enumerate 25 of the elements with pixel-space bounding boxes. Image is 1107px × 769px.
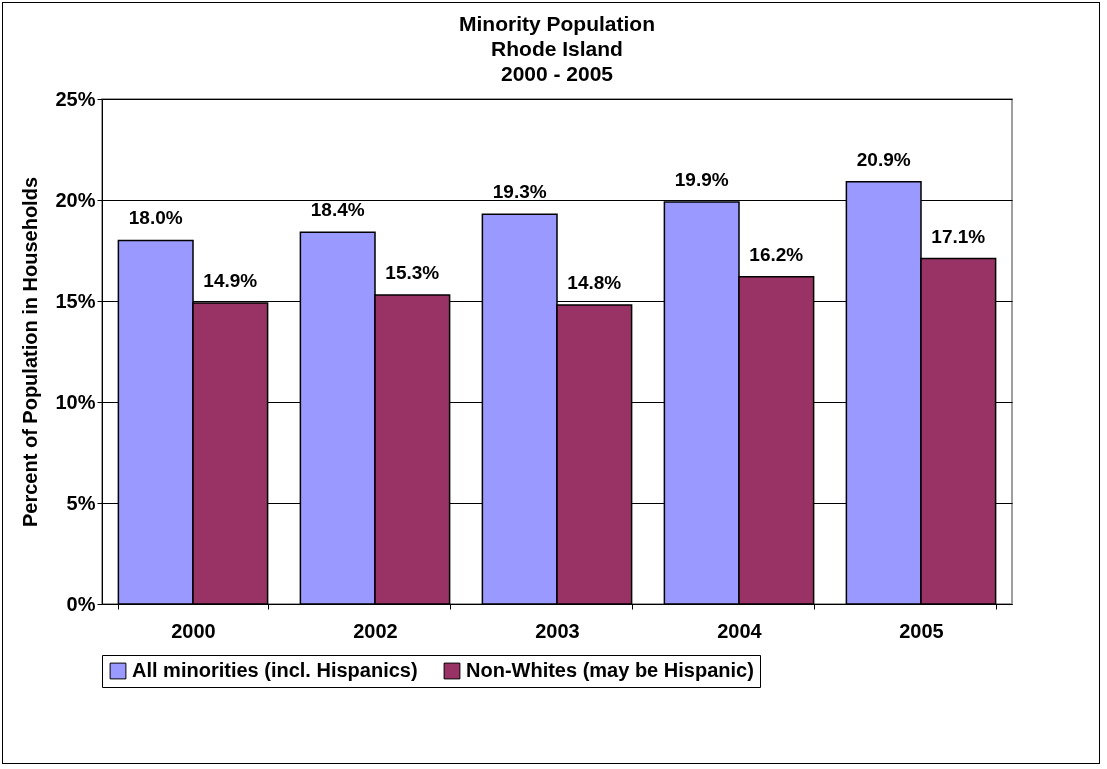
x-tick-label: 2003: [535, 619, 580, 642]
data-label: 14.8%: [567, 272, 622, 294]
y-tick-label: 25%: [55, 87, 96, 110]
y-tick-label: 10%: [55, 390, 96, 413]
x-tick-label: 2000: [171, 619, 216, 642]
data-label: 19.3%: [492, 181, 547, 203]
x-tick-label: 2002: [353, 619, 398, 642]
data-label: 16.2%: [749, 243, 804, 265]
y-tick-label: 5%: [66, 491, 96, 514]
data-label: 14.9%: [203, 270, 258, 292]
chart-title: Minority Population Rhode Island 2000 - 2005: [459, 12, 655, 85]
data-label: 19.9%: [674, 169, 729, 191]
y-tick-label: 0%: [66, 592, 96, 615]
y-tick-label: 15%: [55, 289, 96, 312]
data-label: 20.9%: [856, 148, 911, 170]
data-label: 17.1%: [931, 225, 986, 247]
legend-label: All minorities (incl. Hispanics): [132, 659, 418, 681]
y-tick-label: 20%: [55, 188, 96, 211]
data-label: 18.0%: [128, 207, 183, 229]
data-label: 18.4%: [310, 199, 365, 221]
x-tick-label: 2004: [717, 619, 763, 642]
y-axis-title: Percent of Population in Households: [19, 176, 42, 528]
x-tick-label: 2005: [899, 619, 944, 642]
legend-label: Non-Whites (may be Hispanic): [466, 659, 754, 681]
data-label: 15.3%: [385, 261, 440, 283]
